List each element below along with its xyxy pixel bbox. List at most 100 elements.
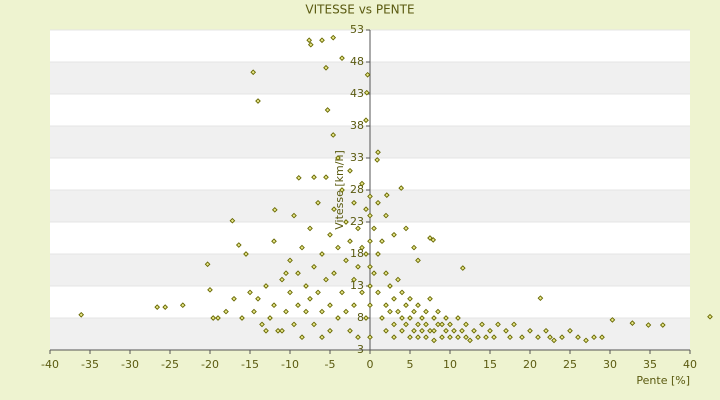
point — [483, 334, 489, 341]
point — [259, 321, 265, 328]
x-axis-label: Pente [%] — [636, 374, 690, 387]
point — [659, 322, 666, 328]
point — [467, 337, 473, 344]
point — [279, 276, 285, 283]
x-tick-label: 10 — [443, 358, 457, 371]
point — [463, 321, 469, 328]
point — [391, 321, 397, 328]
point — [367, 283, 373, 289]
point — [335, 155, 341, 161]
point — [411, 308, 417, 315]
point — [327, 327, 333, 334]
point — [162, 304, 169, 310]
chart-title: VITESSE vs PENTE — [305, 3, 414, 17]
point — [427, 327, 433, 334]
point — [307, 225, 313, 232]
y-tick-label: 33 — [350, 151, 364, 164]
point — [439, 334, 445, 341]
point — [447, 334, 453, 341]
point — [435, 321, 441, 328]
point — [355, 334, 361, 341]
point — [363, 206, 369, 213]
point — [459, 327, 465, 334]
point — [351, 199, 357, 206]
point — [398, 185, 405, 191]
point — [229, 217, 236, 224]
x-tick-label: -30 — [121, 358, 139, 371]
point — [303, 308, 309, 315]
point — [371, 225, 377, 232]
point — [299, 334, 305, 341]
point — [371, 270, 377, 277]
point — [347, 167, 353, 174]
point — [263, 327, 269, 334]
point — [495, 321, 501, 328]
point — [459, 265, 466, 271]
point — [307, 41, 314, 48]
point — [319, 251, 325, 257]
point — [451, 327, 457, 334]
point — [359, 244, 365, 251]
point — [423, 321, 429, 328]
point — [307, 295, 313, 302]
point — [430, 237, 437, 243]
point — [363, 89, 370, 96]
point — [279, 327, 285, 334]
point — [399, 289, 405, 296]
point — [239, 315, 245, 321]
point — [335, 244, 341, 251]
point — [427, 235, 433, 241]
point — [299, 244, 305, 251]
point — [391, 231, 397, 238]
point — [431, 337, 437, 344]
point — [343, 219, 349, 225]
point — [423, 308, 429, 315]
point — [383, 302, 389, 309]
y-tick-label: 43 — [350, 87, 364, 100]
x-tick-label: 5 — [407, 358, 414, 371]
point — [439, 321, 445, 328]
point — [255, 98, 261, 104]
point — [271, 238, 277, 245]
point — [247, 289, 253, 296]
point — [374, 157, 381, 163]
point — [375, 149, 381, 156]
point — [475, 334, 481, 341]
x-tick-label: -15 — [241, 358, 259, 371]
x-tick-label: -35 — [81, 358, 99, 371]
point — [364, 71, 371, 78]
point — [179, 302, 186, 309]
point — [367, 238, 373, 245]
point — [591, 334, 597, 341]
point — [399, 327, 405, 334]
point — [324, 107, 331, 113]
point — [204, 261, 211, 268]
point — [543, 327, 549, 334]
point — [375, 251, 381, 257]
point — [491, 334, 497, 341]
point — [355, 225, 361, 232]
point — [567, 327, 573, 334]
point — [231, 295, 237, 302]
point — [387, 283, 393, 289]
y-tick-label: 38 — [350, 119, 364, 132]
point — [547, 334, 553, 341]
point — [255, 295, 261, 302]
point — [295, 302, 301, 309]
point — [331, 270, 337, 277]
point — [411, 244, 417, 251]
point — [367, 302, 373, 309]
point — [303, 283, 309, 289]
point — [487, 327, 493, 334]
point — [315, 289, 321, 296]
point — [383, 212, 389, 219]
point — [583, 337, 589, 344]
point — [447, 321, 453, 328]
point — [423, 334, 429, 341]
point — [455, 315, 461, 321]
point — [427, 295, 433, 302]
point — [407, 315, 413, 321]
x-tick-label: 20 — [523, 358, 537, 371]
y-tick-label: 53 — [350, 23, 364, 36]
